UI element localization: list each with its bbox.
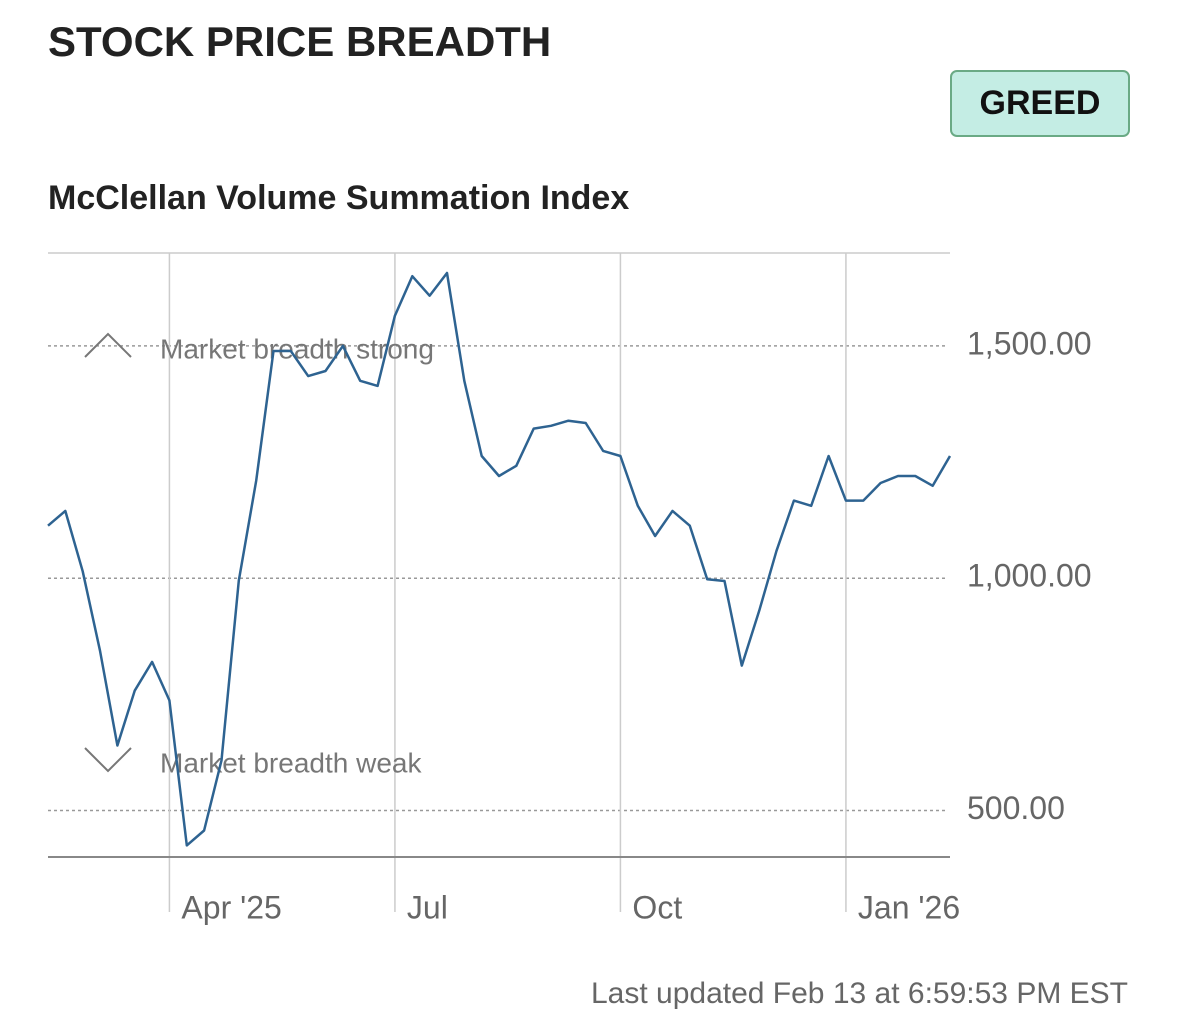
up-chevron xyxy=(84,332,132,358)
y-tick-label: 1,000.00 xyxy=(967,558,1092,594)
chart-subtitle: McClellan Volume Summation Index xyxy=(48,179,629,217)
annotation: Market breadth weak xyxy=(160,747,422,778)
badge-text: GREED xyxy=(980,84,1101,122)
y-tick-label: 1,500.00 xyxy=(967,325,1092,361)
x-tick-label: Jan '26 xyxy=(858,889,960,925)
line-series xyxy=(47,271,952,847)
chart-title: STOCK PRICE BREADTH xyxy=(48,18,551,65)
badge-box xyxy=(950,70,1130,137)
y-tick-label: 500.00 xyxy=(967,790,1065,826)
footer: Last updated Feb 13 at 6:59:53 PM EST xyxy=(591,977,1128,1010)
x-tick-label: Apr '25 xyxy=(181,889,281,925)
x-tick-label: Oct xyxy=(632,889,682,925)
x-tick-label: Jul xyxy=(407,889,448,925)
down-chevron xyxy=(84,747,132,773)
